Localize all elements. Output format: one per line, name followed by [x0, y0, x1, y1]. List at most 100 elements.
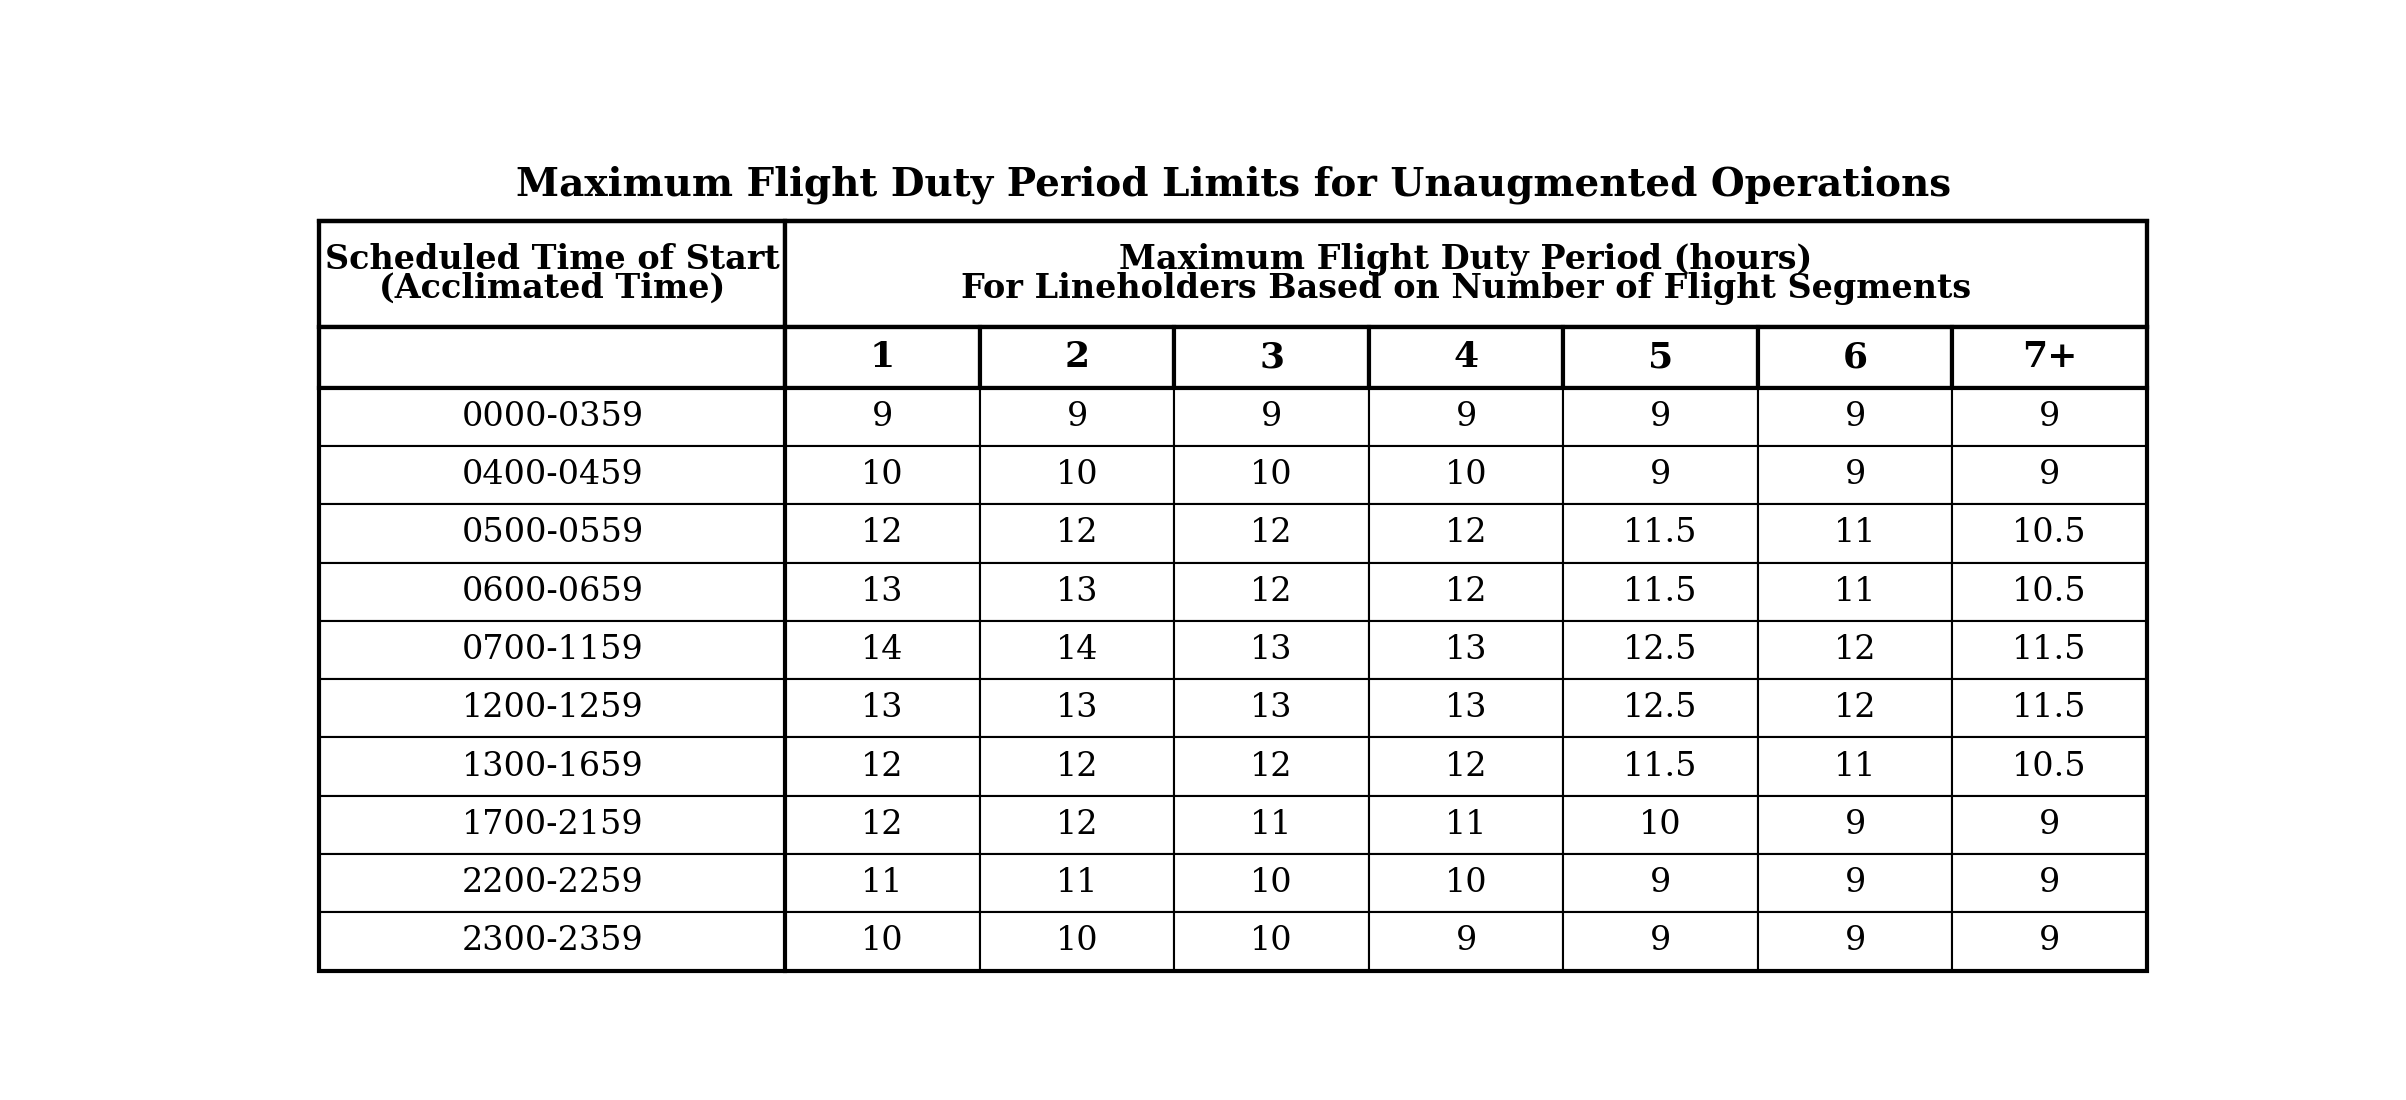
Bar: [784, 679, 979, 737]
Text: 10: 10: [1444, 867, 1487, 899]
Text: 13: 13: [1446, 692, 1487, 724]
Bar: [1951, 912, 2146, 970]
Text: 1: 1: [871, 340, 895, 374]
Bar: [320, 912, 784, 970]
Text: 13: 13: [861, 575, 905, 608]
Text: 11.5: 11.5: [2011, 634, 2086, 665]
Text: 10: 10: [1638, 808, 1682, 840]
Bar: [784, 388, 979, 447]
Bar: [320, 221, 2146, 970]
Text: 11.5: 11.5: [1624, 750, 1699, 782]
Text: Scheduled Time of Start: Scheduled Time of Start: [325, 243, 780, 276]
Bar: [784, 854, 979, 912]
Bar: [1564, 388, 1759, 447]
Text: 13: 13: [1056, 575, 1100, 608]
Bar: [784, 912, 979, 970]
Text: 13: 13: [1446, 634, 1487, 665]
Bar: [1759, 795, 1951, 854]
Bar: [979, 679, 1174, 737]
Text: 2: 2: [1063, 340, 1090, 374]
Bar: [1759, 504, 1951, 562]
Bar: [1174, 388, 1369, 447]
Text: 11: 11: [1446, 808, 1487, 840]
Text: 14: 14: [861, 634, 905, 665]
Bar: [1369, 504, 1564, 562]
Bar: [1564, 795, 1759, 854]
Text: Maximum Flight Duty Period Limits for Unaugmented Operations: Maximum Flight Duty Period Limits for Un…: [515, 166, 1951, 205]
Text: 10.5: 10.5: [2011, 750, 2086, 782]
Text: 10: 10: [1056, 925, 1100, 957]
Bar: [1564, 679, 1759, 737]
Text: 9: 9: [1845, 867, 1865, 899]
Bar: [1564, 854, 1759, 912]
Text: 12: 12: [1251, 750, 1292, 782]
Bar: [1951, 388, 2146, 447]
Bar: [1369, 912, 1564, 970]
Text: 9: 9: [2038, 400, 2060, 433]
Bar: [1564, 620, 1759, 679]
Bar: [320, 737, 784, 795]
Text: 12: 12: [1251, 575, 1292, 608]
Text: 14: 14: [1056, 634, 1097, 665]
Text: 12: 12: [1833, 634, 1877, 665]
Bar: [1369, 388, 1564, 447]
Bar: [979, 854, 1174, 912]
Text: 9: 9: [1066, 400, 1088, 433]
Text: 9: 9: [2038, 925, 2060, 957]
Text: 10: 10: [1251, 867, 1292, 899]
Bar: [784, 620, 979, 679]
Bar: [1951, 737, 2146, 795]
Text: 9: 9: [1456, 925, 1477, 957]
Bar: [320, 795, 784, 854]
Bar: [979, 388, 1174, 447]
Bar: [784, 327, 979, 388]
Bar: [784, 795, 979, 854]
Bar: [1759, 737, 1951, 795]
Bar: [1174, 562, 1369, 620]
Text: 0000-0359: 0000-0359: [462, 400, 642, 433]
Bar: [979, 504, 1174, 562]
Text: 9: 9: [1845, 808, 1865, 840]
Bar: [979, 737, 1174, 795]
Text: 0700-1159: 0700-1159: [462, 634, 642, 665]
Text: 1700-2159: 1700-2159: [462, 808, 642, 840]
Text: Maximum Flight Duty Period (hours): Maximum Flight Duty Period (hours): [1119, 243, 1812, 276]
Bar: [1759, 388, 1951, 447]
Text: 0400-0459: 0400-0459: [462, 459, 642, 492]
Bar: [320, 327, 784, 388]
Bar: [1369, 327, 1564, 388]
Bar: [1951, 620, 2146, 679]
Bar: [784, 504, 979, 562]
Text: 9: 9: [1651, 867, 1672, 899]
Bar: [1759, 562, 1951, 620]
Bar: [320, 620, 784, 679]
Bar: [1174, 737, 1369, 795]
Text: 13: 13: [1251, 692, 1292, 724]
Text: 9: 9: [1845, 400, 1865, 433]
Text: 10.5: 10.5: [2011, 575, 2086, 608]
Bar: [1174, 504, 1369, 562]
Text: 1300-1659: 1300-1659: [462, 750, 642, 782]
Text: 11: 11: [861, 867, 905, 899]
Text: 9: 9: [1845, 459, 1865, 492]
Text: 10: 10: [861, 925, 905, 957]
Text: 12: 12: [1446, 575, 1487, 608]
Bar: [1174, 620, 1369, 679]
Text: 12: 12: [861, 517, 905, 550]
Text: 6: 6: [1843, 340, 1867, 374]
Bar: [1564, 504, 1759, 562]
Bar: [1174, 679, 1369, 737]
Text: 11: 11: [1251, 808, 1292, 840]
Text: 12.5: 12.5: [1624, 634, 1699, 665]
Bar: [1369, 562, 1564, 620]
Text: 9: 9: [1261, 400, 1282, 433]
Text: 10: 10: [1251, 459, 1292, 492]
Bar: [1564, 562, 1759, 620]
Text: 12: 12: [1251, 517, 1292, 550]
Text: 0500-0559: 0500-0559: [462, 517, 642, 550]
Text: 10.5: 10.5: [2011, 517, 2086, 550]
Bar: [320, 504, 784, 562]
Text: 11: 11: [1833, 750, 1877, 782]
Bar: [1759, 620, 1951, 679]
Bar: [979, 912, 1174, 970]
